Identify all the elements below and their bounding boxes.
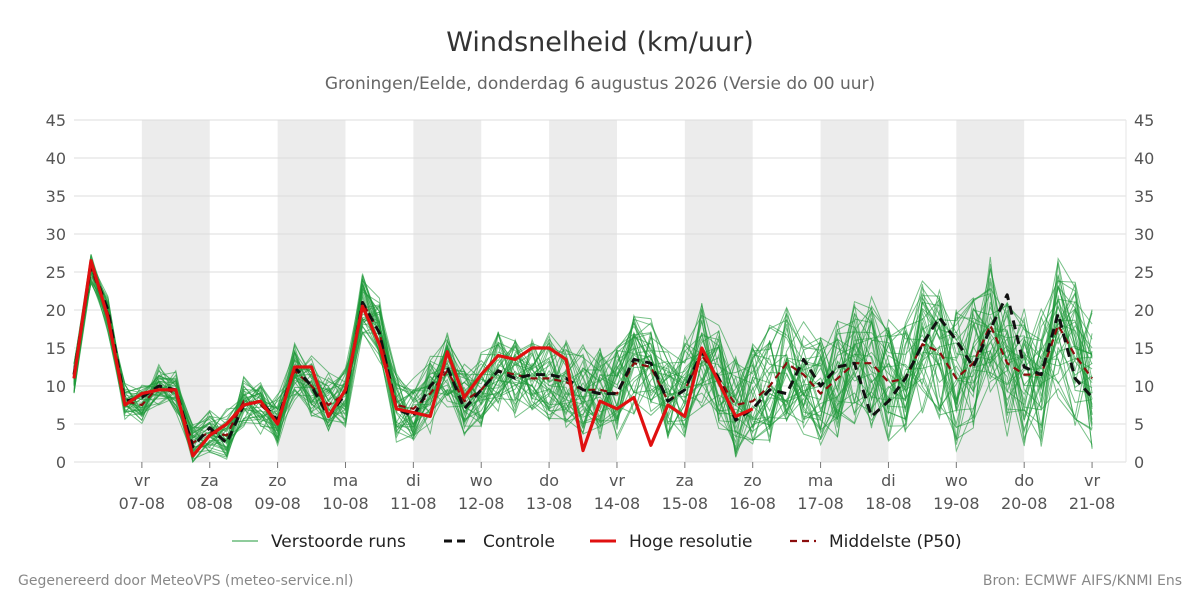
legend-label-control: Controle — [483, 532, 555, 552]
y-tick-right-15: 15 — [1134, 339, 1154, 358]
x-tick-date-16-08: 16-08 — [729, 494, 776, 513]
y-tick-left-20: 20 — [46, 301, 66, 320]
chart-subtitle: Groningen/Eelde, donderdag 6 augustus 20… — [325, 74, 875, 94]
y-tick-left-5: 5 — [56, 415, 66, 434]
x-tick-date-09-08: 09-08 — [254, 494, 301, 513]
ensemble-member-32 — [73, 263, 1093, 442]
legend-label-median: Middelste (P50) — [829, 532, 962, 552]
x-tick-date-12-08: 12-08 — [458, 494, 505, 513]
x-tick-date-20-08: 20-08 — [1001, 494, 1048, 513]
y-tick-left-15: 15 — [46, 339, 66, 358]
series-high-resolution — [72, 259, 754, 458]
x-tick-date-21-08: 21-08 — [1069, 494, 1116, 513]
x-tick-date-10-08: 10-08 — [322, 494, 369, 513]
x-tick-date-19-08: 19-08 — [933, 494, 980, 513]
legend-label-ensemble: Verstoorde runs — [271, 532, 406, 552]
y-tick-right-10: 10 — [1134, 377, 1154, 396]
x-tick-day-13-08: do — [539, 471, 559, 490]
legend: Verstoorde runs Controle Hoge resolutie Mid… — [232, 532, 962, 552]
x-tick-date-14-08: 14-08 — [594, 494, 641, 513]
x-tick-date-18-08: 18-08 — [865, 494, 912, 513]
x-tick-day-09-08: zo — [269, 471, 287, 490]
x-tick-day-10-08: ma — [333, 471, 358, 490]
ensemble-member-39 — [73, 276, 1093, 440]
ensemble-member-26 — [73, 264, 1093, 455]
y-tick-right-45: 45 — [1134, 111, 1154, 130]
y-tick-right-5: 5 — [1134, 415, 1144, 434]
y-tick-right-35: 35 — [1134, 187, 1154, 206]
x-tick-day-14-08: vr — [609, 471, 625, 490]
y-tick-left-10: 10 — [46, 377, 66, 396]
x-tick-day-18-08: di — [881, 471, 896, 490]
x-tick-date-11-08: 11-08 — [390, 494, 437, 513]
x-tick-day-08-08: za — [201, 471, 219, 490]
x-tick-day-20-08: do — [1014, 471, 1034, 490]
ensemble-member-23 — [73, 267, 1093, 456]
y-tick-left-0: 0 — [56, 453, 66, 472]
x-axis: vr 07-08 za 08-08 zo 09-08 ma 10-08 di 11-08 wo 12-… — [119, 462, 1116, 513]
ensemble-member-24 — [73, 261, 1093, 451]
x-tick-day-11-08: di — [406, 471, 421, 490]
x-tick-day-12-08: wo — [470, 471, 493, 490]
x-tick-day-15-08: za — [676, 471, 694, 490]
y-tick-left-40: 40 — [46, 149, 66, 168]
x-tick-day-19-08: wo — [945, 471, 968, 490]
y-axis-right: 0 5 10 15 20 25 30 35 40 45 — [1134, 111, 1154, 472]
x-tick-day-16-08: zo — [744, 471, 762, 490]
x-tick-day-17-08: ma — [808, 471, 833, 490]
y-tick-right-25: 25 — [1134, 263, 1154, 282]
chart-title: Windsnelheid (km/uur) — [446, 27, 754, 58]
ensemble-member-33 — [73, 278, 1093, 458]
y-tick-right-40: 40 — [1134, 149, 1154, 168]
y-tick-left-45: 45 — [46, 111, 66, 130]
footer-source: Bron: ECMWF AIFS/KNMI Ens — [983, 573, 1182, 589]
legend-label-hires: Hoge resolutie — [629, 532, 753, 552]
y-tick-right-0: 0 — [1134, 453, 1144, 472]
ensemble-member-25 — [73, 272, 1093, 444]
x-tick-date-17-08: 17-08 — [797, 494, 844, 513]
ensemble-member-36 — [73, 268, 1093, 452]
y-tick-left-35: 35 — [46, 187, 66, 206]
y-axis-left: 0 5 10 15 20 25 30 35 40 45 — [46, 111, 66, 472]
ensemble-member-0 — [73, 262, 1093, 454]
y-tick-left-25: 25 — [46, 263, 66, 282]
shade-band-3 — [549, 120, 617, 462]
main-series — [72, 259, 1094, 458]
y-tick-right-30: 30 — [1134, 225, 1154, 244]
y-tick-left-30: 30 — [46, 225, 66, 244]
ensemble-member-28 — [73, 257, 1093, 460]
ensemble-member-34 — [73, 272, 1093, 453]
x-tick-date-15-08: 15-08 — [662, 494, 709, 513]
x-tick-date-08-08: 08-08 — [186, 494, 233, 513]
x-tick-date-07-08: 07-08 — [119, 494, 166, 513]
footer-generator: Gegenereerd door MeteoVPS (meteo-service… — [18, 573, 353, 589]
y-tick-right-20: 20 — [1134, 301, 1154, 320]
x-tick-day-07-08: vr — [134, 471, 150, 490]
x-tick-day-21-08: vr — [1084, 471, 1100, 490]
x-tick-date-13-08: 13-08 — [526, 494, 573, 513]
ensemble-member-38 — [73, 265, 1093, 444]
